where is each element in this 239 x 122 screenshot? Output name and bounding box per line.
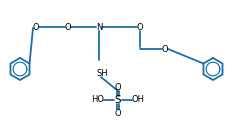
Text: O: O bbox=[137, 22, 143, 31]
Text: O: O bbox=[115, 82, 121, 92]
Text: O: O bbox=[162, 45, 168, 54]
Text: SH: SH bbox=[96, 68, 108, 77]
Text: OH: OH bbox=[131, 96, 145, 105]
Text: S: S bbox=[115, 95, 121, 105]
Text: N: N bbox=[96, 22, 102, 31]
Text: O: O bbox=[115, 108, 121, 117]
Text: HO: HO bbox=[92, 96, 104, 105]
Text: O: O bbox=[65, 22, 71, 31]
Text: O: O bbox=[33, 22, 39, 31]
